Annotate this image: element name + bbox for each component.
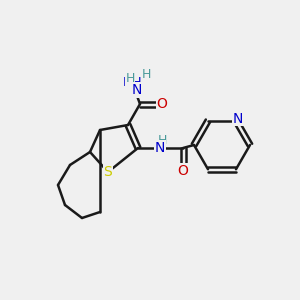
Text: H: H xyxy=(125,72,135,85)
Text: N: N xyxy=(132,83,142,97)
Text: H: H xyxy=(157,134,167,146)
Text: S: S xyxy=(103,165,112,179)
Text: NH: NH xyxy=(123,76,143,89)
Text: H: H xyxy=(141,68,151,82)
Text: O: O xyxy=(157,97,167,111)
Text: O: O xyxy=(178,164,188,178)
Text: N: N xyxy=(233,112,243,126)
Text: N: N xyxy=(155,141,165,155)
